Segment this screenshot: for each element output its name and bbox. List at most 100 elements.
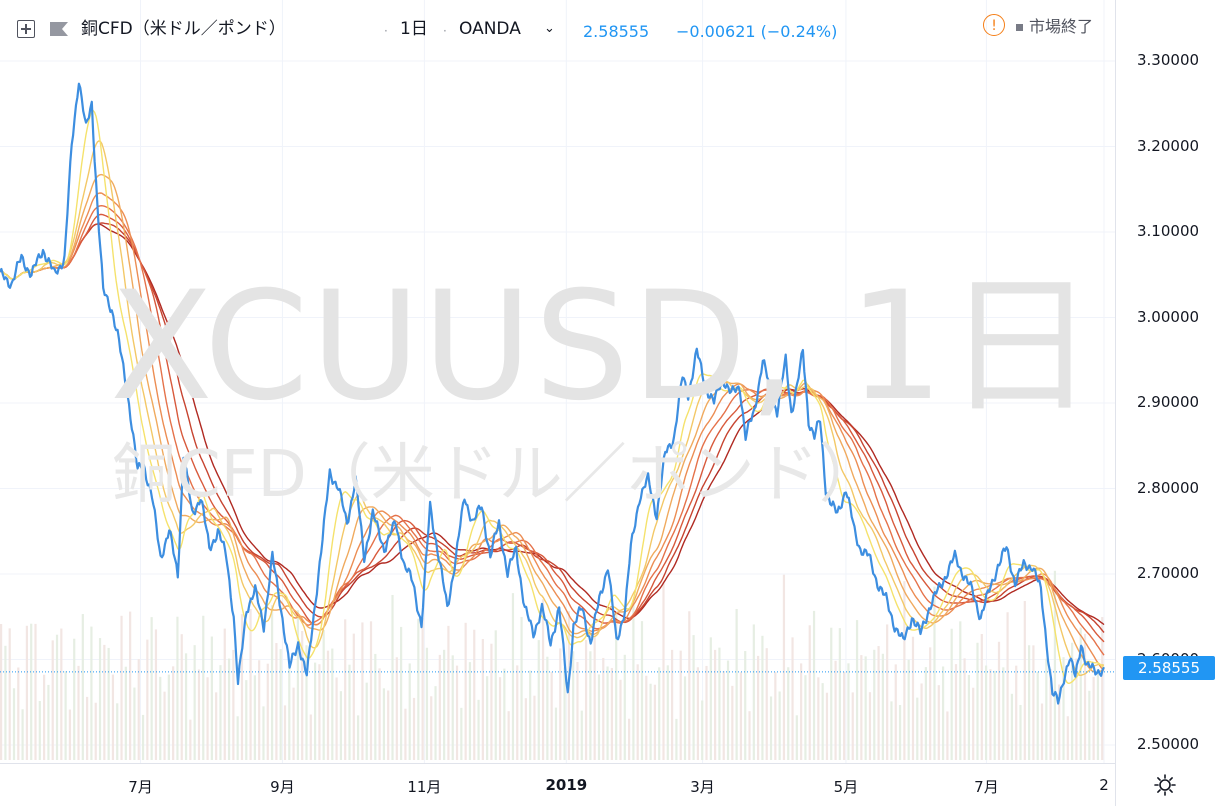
volume-bar [94,702,97,760]
volume-bar [116,703,119,760]
volume-bar [838,628,841,760]
volume-bar [34,623,37,760]
volume-bar [305,645,308,760]
interval-label[interactable]: 1日 [400,19,428,39]
volume-bar [800,663,803,760]
volume-bar [507,711,510,760]
volume-bar [12,688,16,760]
volume-bar [855,620,859,760]
volume-bar [941,666,945,760]
volume-bar [787,667,790,760]
volume-bar [1002,667,1005,760]
volume-bar [141,714,145,760]
volume-bar [537,640,540,760]
price-tick-label: 3.10000 [1137,222,1200,240]
volume-bar [1092,676,1095,760]
volume-bar [808,625,811,760]
volume-bar [193,645,196,760]
price-tick-label: 3.30000 [1137,51,1200,69]
volume-bar [227,658,231,760]
plus-square-icon[interactable] [17,20,35,38]
volume-bar [834,660,837,760]
volume-bar [339,691,343,760]
volume-bar [180,634,183,760]
volume-bar [159,676,162,760]
volume-bar [412,697,416,760]
volume-bar [997,641,1001,760]
volume-bar [916,697,919,760]
price-chart[interactable] [0,0,1115,806]
volume-bar [68,709,72,760]
volume-bar [197,669,201,760]
volume-bar [705,665,708,760]
time-tick-label: 11月 [407,778,442,796]
volume-bar [270,605,274,760]
symbol-watermark: XCUUSD, 1日 [110,260,1098,434]
volume-bar [477,699,480,760]
volume-bar [937,685,940,760]
volume-bar [649,683,652,760]
warning-circle-icon[interactable]: ! [983,14,1005,36]
volume-bar [137,659,140,760]
volume-bar [1066,716,1069,760]
gear-icon[interactable] [1153,773,1177,797]
volume-bar [352,633,355,760]
volume-bar [283,705,287,760]
volume-bar [232,649,235,760]
volume-bar [357,715,360,760]
volume-bar [533,695,536,760]
volume-bar [425,647,429,760]
volume-bar [860,655,863,760]
volume-bar [696,667,700,760]
volume-bar [163,691,166,760]
volume-bar [911,636,915,760]
volume-bar [215,692,218,760]
volume-bar [1040,703,1044,760]
volume-bar [301,630,304,760]
volume-bar [1045,658,1048,760]
quote-change: −0.00621 (−0.24%) [676,22,838,41]
volume-bar [331,648,334,760]
broker-label[interactable]: OANDA [459,19,521,39]
price-line[interactable] [0,82,1105,705]
volume-bar [43,674,46,760]
instrument-title[interactable]: 銅CFD（米ドル／ポンド） [81,19,286,39]
volume-bar [30,623,33,760]
volume-bar [602,657,605,760]
volume-bar [924,667,927,760]
volume-bar [38,701,41,760]
volume-bar [675,718,678,760]
volume-bar [627,718,631,760]
price-tick-label: 2.90000 [1137,393,1200,411]
volume-bar [1028,645,1031,760]
volume-bar [890,701,893,760]
quote-price: 2.58555 [583,22,650,41]
volume-bar [679,650,682,760]
volume-bar [546,656,549,760]
volume-bar [709,637,712,760]
volume-bar [365,682,368,760]
volume-bar [326,650,330,760]
volume-bar [761,635,764,760]
volume-bar [240,614,244,760]
volume-bar [683,676,687,760]
volume-bar [1036,671,1039,760]
volume-bar [219,665,222,760]
volume-bar [202,615,205,760]
time-tick-label: 3月 [690,778,715,796]
volume-bar [279,649,282,760]
market-status-label: 市場終了 [1029,17,1094,36]
volume-bar [107,647,110,760]
volume-bar [1083,633,1087,760]
volume-bar [473,629,476,760]
volume-bar [210,636,213,760]
volume-bar [1023,601,1026,760]
volume-bar [322,629,325,760]
volume-bar [124,666,127,760]
volume-bar [374,653,377,760]
volume-bar [313,662,317,760]
volume-bar [4,645,7,760]
volume-bar [877,646,880,760]
chevron-down-icon[interactable]: ⌄ [544,21,555,36]
volume-bar [1032,645,1035,760]
